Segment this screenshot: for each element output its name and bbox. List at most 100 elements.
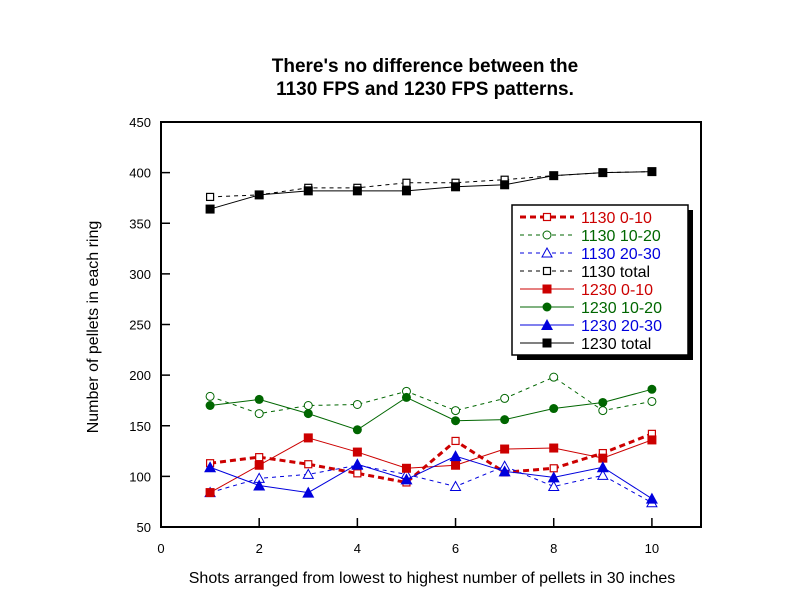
y-tick-label: 50	[137, 520, 151, 535]
data-point	[254, 460, 264, 470]
data-point	[351, 458, 364, 470]
data-point	[303, 401, 313, 410]
series-1230-10-20	[205, 384, 657, 435]
data-point	[253, 479, 266, 491]
y-tick-label: 300	[129, 267, 151, 282]
legend-label: 1230 total	[581, 336, 651, 353]
legend-marker	[541, 246, 553, 258]
data-point	[451, 416, 461, 426]
y-tick-label: 250	[129, 318, 151, 333]
data-point	[449, 450, 462, 462]
data-point	[598, 397, 608, 407]
data-point	[449, 480, 462, 491]
chart-title-line-1: There's no difference between the	[272, 56, 578, 77]
legend-marker	[542, 230, 552, 240]
data-point	[549, 372, 559, 382]
legend-label: 1130 total	[581, 264, 650, 281]
legend-marker	[542, 212, 552, 222]
data-point	[596, 469, 609, 480]
legend-marker	[542, 266, 552, 276]
x-tick-label: 6	[452, 541, 459, 556]
y-tick-label: 350	[129, 216, 151, 231]
series-1230-20-30	[204, 450, 658, 504]
y-tick-label: 450	[129, 115, 151, 130]
data-point	[598, 168, 608, 178]
x-axis-label: Shots arranged from lowest to highest nu…	[189, 570, 676, 587]
y-tick-label: 100	[129, 469, 151, 484]
data-point	[205, 401, 215, 410]
data-point	[451, 182, 461, 192]
series-1130-10-20	[205, 372, 657, 419]
legend-marker	[542, 284, 552, 294]
series-line	[209, 455, 653, 500]
data-point	[205, 192, 215, 202]
series-1130-total	[205, 167, 657, 202]
data-point	[302, 486, 315, 498]
data-point	[205, 204, 215, 214]
data-point	[547, 471, 560, 483]
data-point	[255, 453, 264, 462]
data-point	[303, 186, 313, 196]
data-point	[647, 384, 657, 394]
series-line	[209, 432, 653, 485]
data-point	[498, 465, 511, 477]
x-tick-label: 10	[645, 541, 659, 556]
data-point	[549, 171, 559, 181]
data-point	[549, 404, 559, 414]
series-line	[209, 437, 653, 494]
data-point	[645, 492, 658, 504]
data-point	[598, 406, 608, 416]
data-point	[647, 167, 657, 177]
legend-label: 1130 20-30	[581, 246, 661, 263]
y-tick-label: 150	[129, 419, 151, 434]
data-point	[451, 460, 461, 470]
legend-label: 1230 0-10	[581, 282, 653, 299]
data-point	[500, 180, 510, 190]
data-point	[205, 391, 215, 401]
legend-marker	[542, 302, 552, 312]
legend-label: 1130 10-20	[581, 228, 661, 245]
data-point	[596, 461, 609, 473]
y-tick-label: 400	[129, 166, 151, 181]
data-point	[303, 433, 313, 443]
data-point	[205, 488, 215, 498]
data-point	[500, 393, 510, 403]
series-line	[210, 388, 653, 431]
x-tick-label: 8	[550, 541, 557, 556]
data-point	[400, 473, 413, 485]
y-axis-label: Number of pellets in each ring	[85, 221, 102, 434]
series-line	[209, 376, 653, 415]
data-point	[304, 460, 313, 469]
legend-label: 1230 20-30	[581, 318, 662, 335]
data-point	[254, 394, 264, 404]
x-tick-label: 0	[157, 541, 164, 556]
data-point	[547, 480, 560, 491]
data-point	[647, 396, 657, 406]
series-line	[209, 464, 653, 504]
data-point	[352, 186, 362, 196]
series-1230-0-10	[205, 433, 657, 498]
data-point	[451, 406, 461, 416]
x-tick-label: 4	[354, 541, 361, 556]
data-point	[353, 469, 362, 478]
series-1230-total	[205, 167, 657, 214]
data-point	[352, 399, 362, 409]
data-point	[598, 453, 608, 463]
series-line	[209, 171, 652, 210]
chart-title-line-2: 1130 FPS and 1230 FPS patterns.	[276, 79, 574, 100]
data-point	[302, 468, 315, 479]
data-point	[401, 392, 411, 402]
legend-marker	[542, 338, 552, 348]
data-point	[204, 461, 217, 473]
data-point	[303, 409, 313, 419]
data-point	[254, 409, 264, 419]
data-point	[401, 463, 411, 473]
legend-label: 1230 10-20	[581, 300, 662, 317]
data-point	[402, 178, 411, 187]
legend-label: 1130 0-10	[581, 210, 652, 227]
legend-marker	[541, 319, 553, 330]
x-tick-label: 2	[256, 541, 263, 556]
data-point	[549, 464, 558, 473]
